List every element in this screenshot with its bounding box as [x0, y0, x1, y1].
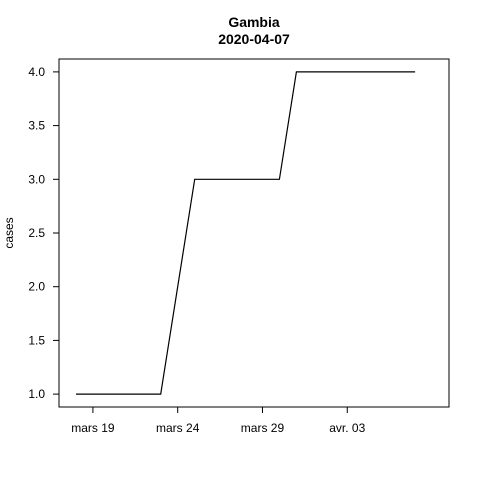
y-tick-label: 3.0 [28, 172, 45, 186]
x-axis: mars 19 mars 24 mars 29 avr. 03 [71, 407, 366, 435]
series-layer [76, 71, 416, 395]
x-tick-label: mars 19 [71, 421, 115, 435]
chart-title: Gambia [228, 14, 280, 30]
series-line [76, 71, 416, 395]
chart-subtitle: 2020-04-07 [218, 31, 290, 47]
y-axis-label: cases [2, 217, 16, 248]
x-tick-label: mars 24 [156, 421, 200, 435]
y-axis: 1.0 1.5 2.0 2.5 3.0 3.5 4.0 [28, 65, 59, 401]
y-tick-label: 4.0 [28, 65, 45, 79]
y-tick-label: 2.0 [28, 280, 45, 294]
y-tick-label: 2.5 [28, 226, 45, 240]
plot-frame [58, 58, 450, 408]
y-tick-label: 3.5 [28, 119, 45, 133]
x-tick-label: mars 29 [241, 421, 285, 435]
y-tick-label: 1.5 [28, 333, 45, 347]
x-tick-label: avr. 03 [329, 421, 365, 435]
y-tick-label: 1.0 [28, 387, 45, 401]
